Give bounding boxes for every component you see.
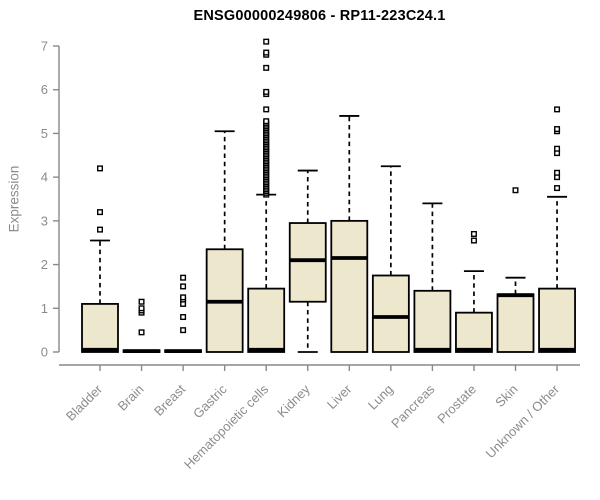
box-group-pancreas (413, 202, 452, 353)
outlier-point (96, 226, 103, 233)
iqr-box (413, 289, 452, 353)
outlier-point (180, 283, 187, 290)
x-tick-label: Unknown / Other (483, 381, 563, 461)
x-tick-label: Skin (492, 382, 520, 410)
outlier-point (554, 106, 561, 113)
outlier-point (263, 118, 270, 125)
iqr-box (247, 287, 286, 353)
outlier-point (263, 49, 270, 56)
box-group-unknown-other (538, 106, 576, 353)
outlier-point (554, 185, 561, 192)
outlier-point (96, 165, 103, 172)
outlier-point (180, 294, 187, 301)
box-group-kidney (288, 169, 327, 353)
x-tick-label: Bladder (63, 381, 106, 424)
box-group-liver (330, 115, 369, 353)
box-group-brain (122, 298, 161, 354)
outlier-point (263, 64, 270, 71)
x-tick-label: Prostate (434, 382, 479, 427)
iqr-box (538, 287, 576, 353)
outlier-point (138, 298, 145, 305)
box-group-gastric (205, 130, 244, 353)
y-tick-label: 1 (41, 301, 48, 316)
y-tick-label: 3 (41, 213, 48, 228)
outlier-point (180, 274, 187, 281)
outlier-point (512, 187, 519, 194)
box-group-prostate (455, 230, 493, 353)
outlier-point (138, 329, 145, 336)
y-tick-label: 4 (41, 170, 48, 185)
outlier-point (554, 145, 561, 152)
y-tick-label: 5 (41, 126, 48, 141)
x-tick-label: Gastric (190, 381, 230, 421)
box-group-lung (371, 165, 410, 353)
iqr-box (81, 303, 119, 353)
outlier-point (263, 106, 270, 113)
iqr-box (330, 219, 369, 353)
x-tick-label: Breast (151, 381, 188, 418)
iqr-box (371, 274, 410, 353)
y-tick-label: 0 (41, 345, 48, 360)
y-tick-label: 7 (41, 39, 48, 54)
outlier-point (263, 38, 270, 45)
outlier-point (96, 209, 103, 216)
outlier-point (180, 327, 187, 334)
outlier-point (554, 126, 561, 133)
x-tick-label: Liver (324, 381, 355, 412)
outlier-point (138, 305, 145, 312)
box-group-bladder (81, 165, 119, 353)
outlier-point (180, 314, 187, 321)
iqr-box (496, 293, 535, 353)
x-tick-label: Kidney (274, 381, 313, 420)
x-tick-label: Brain (115, 382, 147, 414)
box-group-breast (164, 274, 203, 354)
box-group-skin (496, 187, 535, 353)
iqr-box (455, 311, 493, 353)
outlier-point (554, 169, 561, 176)
x-tick-label: Lung (365, 382, 396, 413)
box-group-hematopoietic-cells (247, 38, 286, 353)
chart-title: ENSG00000249806 - RP11-223C24.1 (193, 8, 446, 24)
y-axis: 0 1 2 3 4 5 6 7 (41, 39, 60, 360)
y-tick-label: 2 (41, 257, 48, 272)
iqr-box (288, 222, 327, 303)
outlier-point (470, 237, 477, 244)
y-tick-label: 6 (41, 82, 48, 97)
x-tick-label: Pancreas (388, 381, 438, 431)
outlier-point (263, 88, 270, 95)
outlier-point (470, 230, 477, 237)
